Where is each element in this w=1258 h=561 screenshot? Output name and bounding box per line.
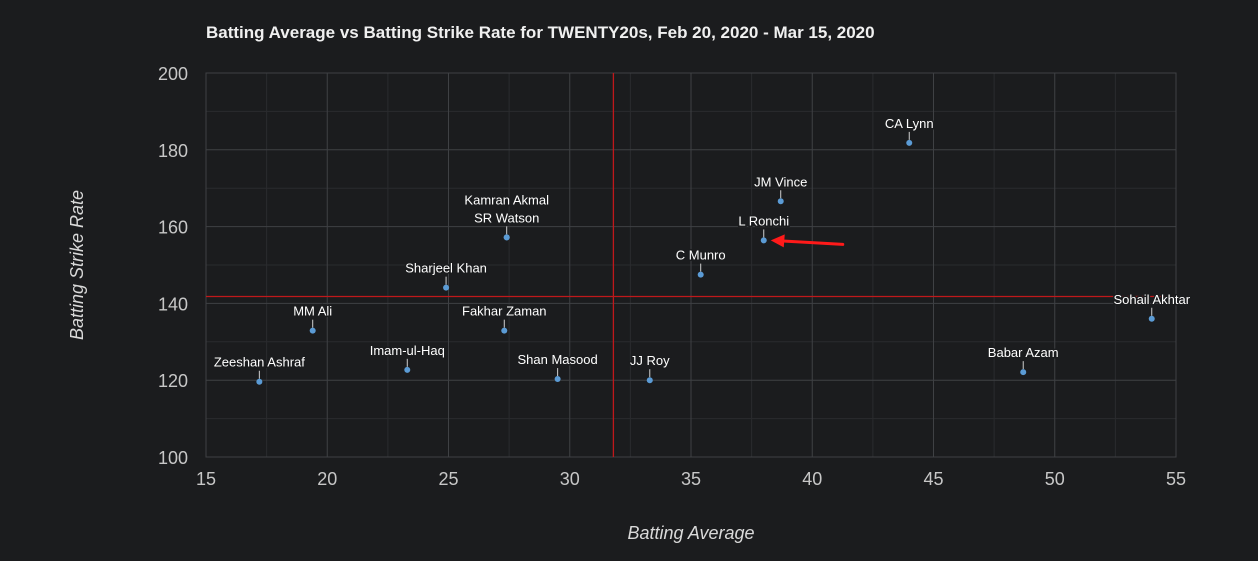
point-label: Sohail Akhtar bbox=[1113, 292, 1190, 307]
point-label: JJ Roy bbox=[630, 353, 670, 368]
data-point[interactable] bbox=[503, 234, 510, 241]
x-tick-label: 40 bbox=[802, 469, 822, 489]
x-tick-label: 45 bbox=[923, 469, 943, 489]
x-tick-label: 50 bbox=[1045, 469, 1065, 489]
point-label: Sharjeel Khan bbox=[405, 261, 487, 276]
data-point[interactable] bbox=[256, 378, 263, 385]
data-point[interactable] bbox=[697, 271, 704, 278]
point-label: Imam-ul-Haq bbox=[370, 343, 445, 358]
point-label: Shan Masood bbox=[518, 352, 598, 367]
data-point[interactable] bbox=[1020, 369, 1027, 376]
x-axis-title: Batting Average bbox=[627, 523, 754, 543]
y-tick-label: 160 bbox=[158, 218, 188, 238]
plot-area-frame bbox=[205, 72, 1177, 458]
y-axis-title: Batting Strike Rate bbox=[67, 190, 87, 340]
x-tick-label: 25 bbox=[438, 469, 458, 489]
chart-title: Batting Average vs Batting Strike Rate f… bbox=[206, 23, 875, 42]
point-label: MM Ali bbox=[293, 304, 332, 319]
data-point[interactable] bbox=[404, 366, 411, 373]
arrow-shaft bbox=[779, 239, 845, 246]
point-label: Zeeshan Ashraf bbox=[214, 355, 305, 370]
point-label: CA Lynn bbox=[885, 116, 934, 131]
highlight-arrow bbox=[770, 234, 845, 248]
arrow-head bbox=[770, 234, 785, 248]
point-label: Kamran Akmal bbox=[464, 192, 549, 207]
x-tick-label: 30 bbox=[560, 469, 580, 489]
data-point[interactable] bbox=[777, 198, 784, 205]
point-label: JM Vince bbox=[754, 174, 807, 189]
y-axis-tick-labels: 100 120 140 160 180 200 bbox=[158, 64, 188, 468]
x-tick-label: 15 bbox=[196, 469, 216, 489]
x-tick-label: 20 bbox=[317, 469, 337, 489]
y-tick-label: 180 bbox=[158, 141, 188, 161]
point-label: Babar Azam bbox=[988, 345, 1059, 360]
data-point[interactable] bbox=[309, 327, 316, 334]
y-tick-label: 200 bbox=[158, 64, 188, 84]
point-label: Fakhar Zaman bbox=[462, 304, 547, 319]
x-tick-label: 35 bbox=[681, 469, 701, 489]
y-tick-label: 100 bbox=[158, 448, 188, 468]
reference-lines bbox=[206, 73, 1176, 457]
point-label: C Munro bbox=[676, 248, 726, 263]
data-point[interactable] bbox=[501, 327, 508, 334]
point-label: L Ronchi bbox=[738, 213, 789, 228]
point-label: SR Watson bbox=[474, 210, 539, 225]
x-tick-label: 55 bbox=[1166, 469, 1186, 489]
y-tick-label: 140 bbox=[158, 294, 188, 314]
data-point[interactable] bbox=[554, 376, 561, 383]
y-tick-label: 120 bbox=[158, 371, 188, 391]
data-point[interactable] bbox=[1148, 315, 1155, 322]
data-point[interactable] bbox=[443, 284, 450, 291]
data-point[interactable] bbox=[906, 139, 913, 146]
x-axis-tick-labels: 15 20 25 30 35 40 45 50 55 bbox=[196, 469, 1186, 489]
data-points: Zeeshan Ashraf MM Ali Imam-ul-Haq Sharjeel … bbox=[212, 114, 1192, 385]
data-point[interactable] bbox=[646, 377, 653, 384]
data-point[interactable] bbox=[760, 237, 767, 244]
